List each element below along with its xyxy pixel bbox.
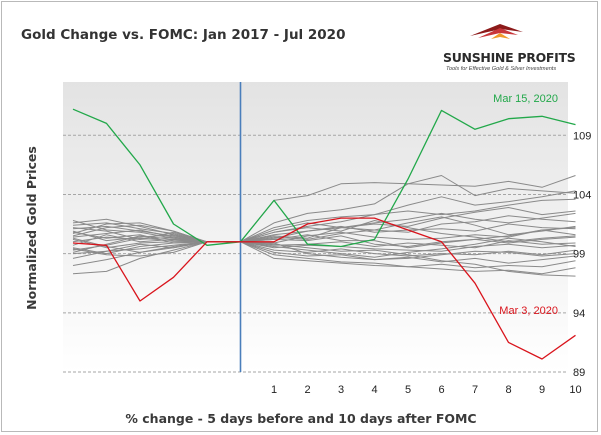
y-axis-title: Normalized Gold Prices [24,146,39,310]
annotations: Mar 15, 2020 Mar 3, 2020 [493,93,558,317]
y-tick-labels: 89 94 99 104 109 [573,130,591,379]
series-line-20 [72,237,576,258]
series-line-3 [72,198,576,251]
x-tick-label-7: 8 [505,384,511,396]
series-line-17 [72,216,576,243]
x-tick-label-8: 9 [539,384,545,396]
x-tick-label-1: 2 [304,384,310,396]
x-axis-title: % change - 5 days before and 10 days aft… [125,411,476,426]
x-tick-label-2: 3 [338,384,344,396]
chart-title: Gold Change vs. FOMC: Jan 2017 - Jul 202… [21,27,345,43]
series-line-9 [72,227,576,249]
annotation-red: Mar 3, 2020 [499,305,558,317]
other-series [72,175,576,277]
y-tick-label-4: 109 [573,130,591,142]
series-line-11 [72,235,576,257]
series-line-21 [72,237,576,277]
annotation-green: Mar 15, 2020 [493,93,558,105]
y-tick-label-2: 99 [573,249,585,261]
x-tick-label-4: 5 [405,384,411,396]
logo-brand: SUNSHINE PROFITS [443,50,576,65]
logo-tagline: Tools for Effective Gold & Silver Invest… [446,66,556,72]
x-tick-labels: 1 2 3 4 5 6 7 8 9 10 [271,384,582,396]
series-line-14 [72,241,576,275]
highlight-series [72,108,576,360]
x-tick-label-5: 6 [438,384,444,396]
series-line-0 [72,175,576,243]
series-line-2 [72,190,576,243]
series-line-6 [72,223,576,259]
y-tick-label-0: 89 [573,367,585,379]
y-tick-label-1: 94 [573,308,585,320]
x-tick-label-3: 4 [371,384,377,396]
logo-roof-icon [470,24,523,39]
highlight-line-0 [72,108,576,248]
plot-area [63,82,568,372]
x-tick-label-0: 1 [271,384,277,396]
x-tick-label-9: 10 [569,384,581,396]
series-line-18 [72,227,576,255]
series-line-16 [72,218,576,243]
x-tick-label-6: 7 [472,384,478,396]
series-line-19 [72,212,576,243]
logo: SUNSHINE PROFITS Tools for Effective Gol… [443,24,576,72]
y-tick-label-3: 104 [573,189,591,201]
highlight-line-1 [72,217,576,360]
series-line-13 [72,241,576,269]
series-line-5 [72,215,576,243]
